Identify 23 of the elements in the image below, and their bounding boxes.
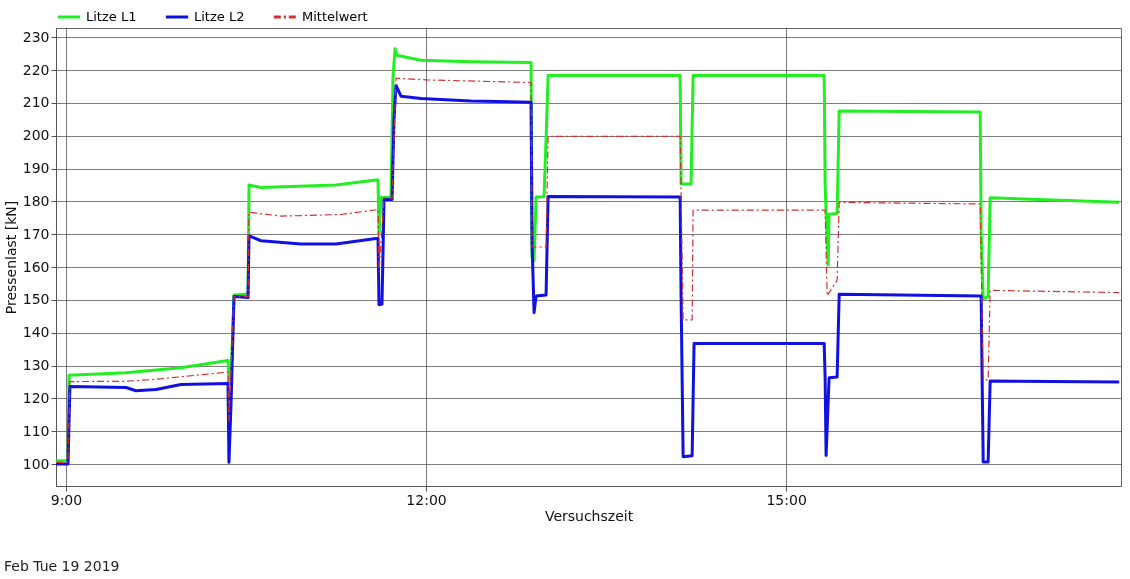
y-tick-label: 130	[22, 357, 50, 374]
y-tick-label: 110	[22, 422, 50, 439]
y-tick-label: 100	[22, 455, 50, 472]
y-tick-label: 180	[22, 192, 50, 209]
y-tick-label: 120	[22, 389, 50, 406]
y-axis-title: Pressenlast [kN]	[2, 200, 19, 315]
text: Feb Tue 19 2019	[4, 558, 120, 574]
y-tick-label: 160	[22, 258, 50, 275]
legend-label: Litze L1	[86, 9, 137, 24]
x-tick-label: 15:00	[766, 491, 807, 508]
y-tick-label: 140	[22, 324, 50, 341]
x-axis-title: Versuchszeit	[544, 507, 634, 524]
x-tick-label: 9:00	[50, 491, 83, 508]
x-tick-label: 12:00	[406, 491, 447, 508]
legend-label: Litze L2	[194, 9, 245, 24]
y-tick-label: 200	[22, 127, 50, 144]
y-tick-label: 210	[22, 94, 50, 111]
y-tick-label: 220	[22, 61, 50, 78]
legend-label: Mittelwert	[302, 9, 368, 24]
y-tick-label: 150	[22, 291, 50, 308]
y-tick-label: 230	[22, 28, 50, 45]
y-tick-label: 190	[22, 160, 50, 177]
y-tick-label: 170	[22, 225, 50, 242]
